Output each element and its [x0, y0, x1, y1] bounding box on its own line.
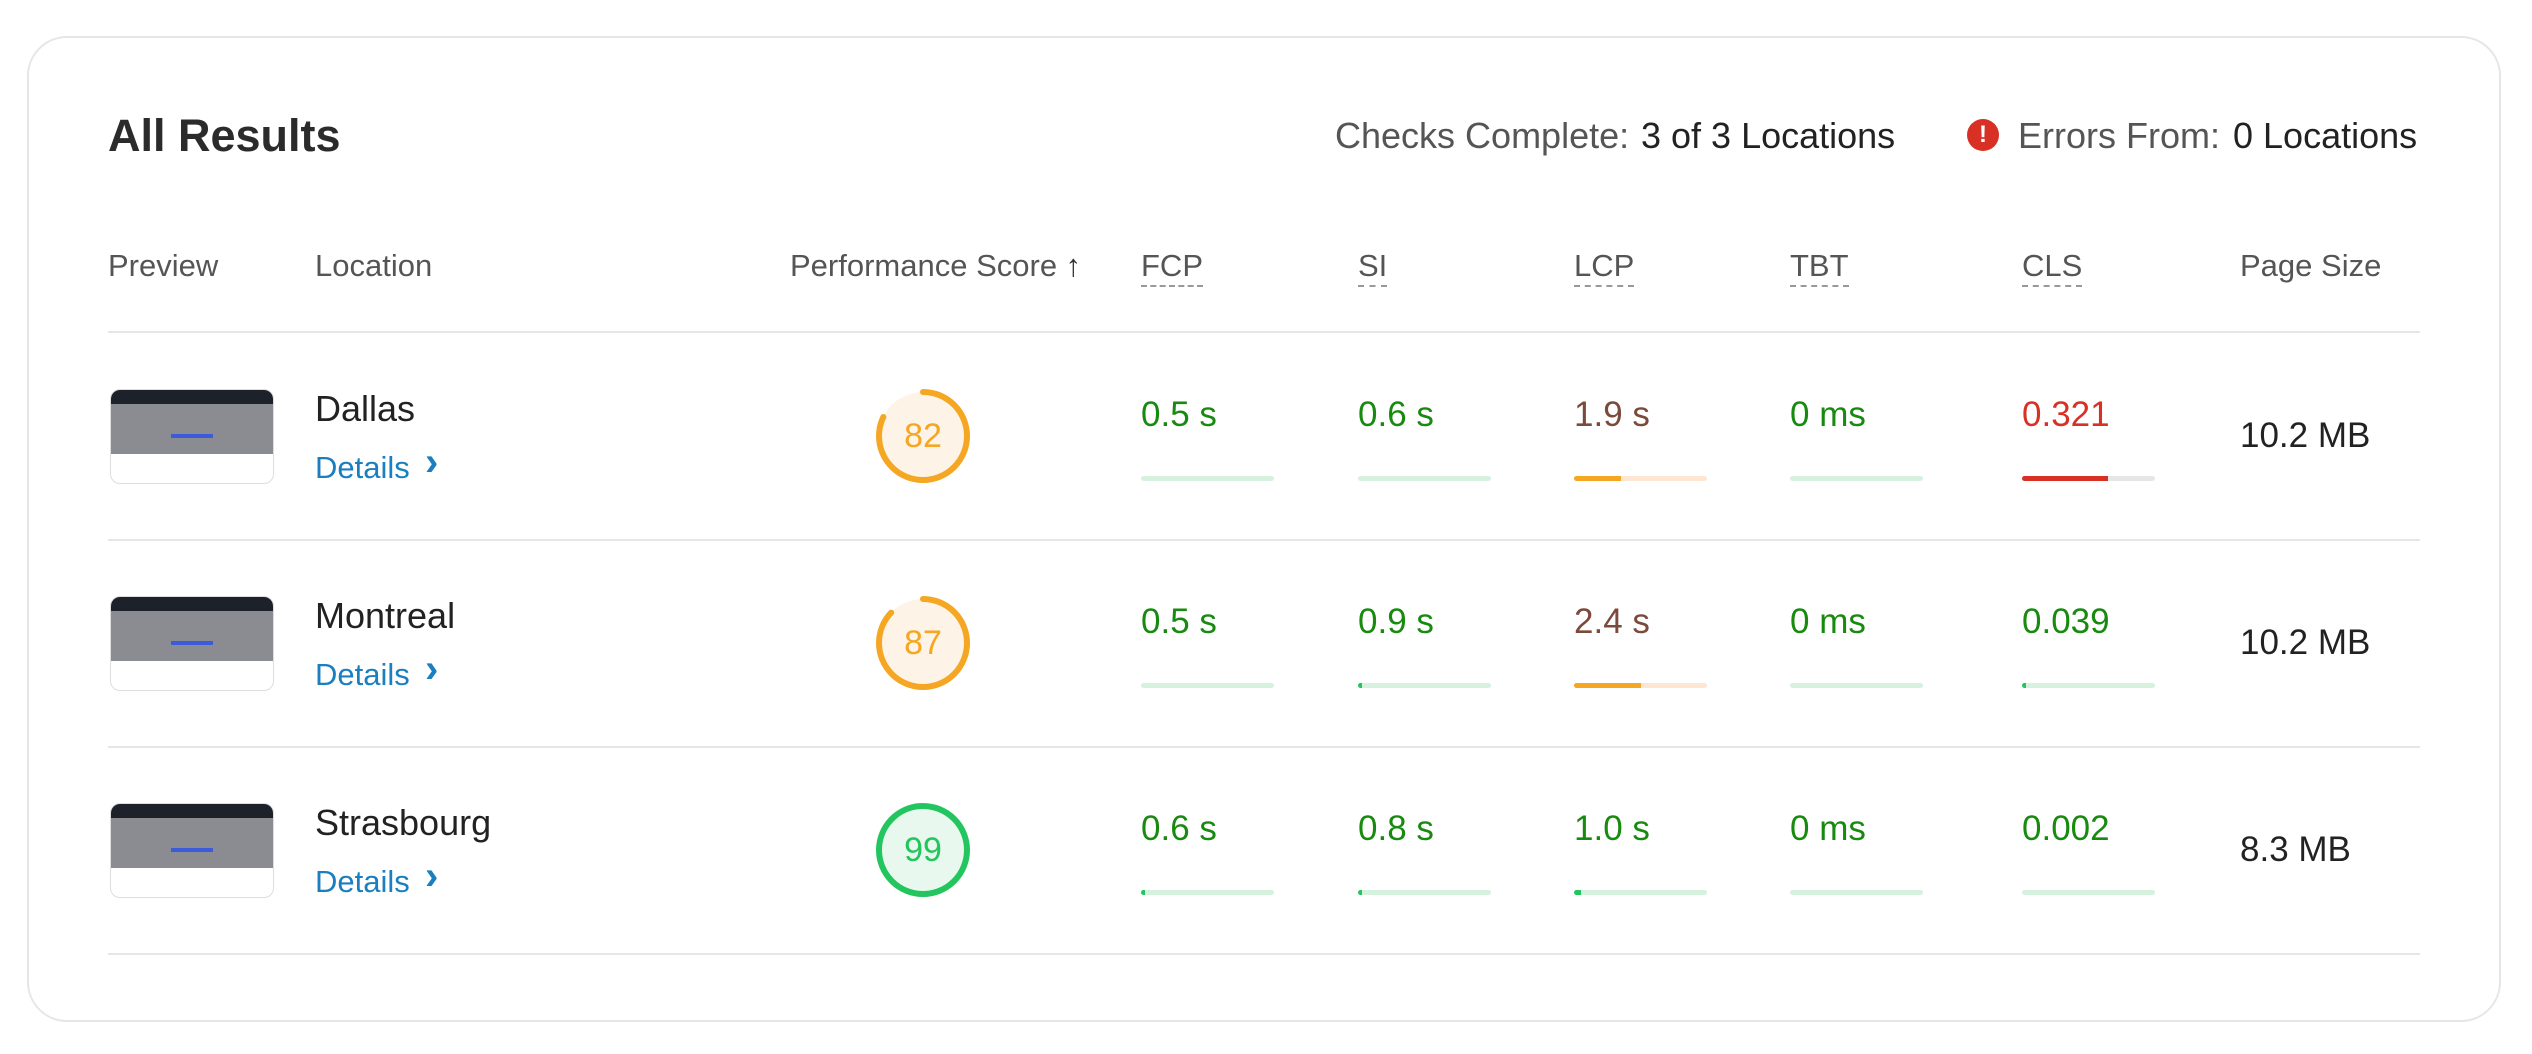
metric-value: 0 ms [1790, 809, 1866, 848]
gauge-bg [879, 599, 967, 687]
preview-thumbnail [110, 389, 274, 484]
metric-value: 0.5 s [1141, 602, 1217, 641]
score-gauge: 87 [876, 596, 970, 690]
preview-thumbnail [110, 596, 274, 691]
title: All Results [108, 110, 341, 161]
metric-value: 0.039 [2022, 602, 2110, 641]
divider [108, 953, 2420, 955]
column-header: Preview [108, 248, 218, 284]
preview-thumbnail [110, 803, 274, 898]
score-gauge: 99 [876, 803, 970, 897]
column-label: Page Size [2240, 248, 2382, 283]
metric-bar [2022, 476, 2155, 481]
column-header: Location [315, 248, 432, 284]
chevron: › [425, 440, 439, 484]
metric-value: 0.6 s [1358, 395, 1434, 434]
gauge-arc [876, 596, 970, 690]
metric-bar [2022, 890, 2155, 895]
metric-value: 1.9 s [1574, 395, 1650, 434]
metric-bar [1358, 476, 1491, 481]
score-value: 87 [904, 624, 942, 662]
column-header: CLS [2022, 248, 2083, 287]
checks-value: 3 of 3 Locations [1641, 115, 1896, 156]
page-size: 10.2 MB [2240, 623, 2371, 662]
metric-bar [1358, 890, 1491, 895]
metric-bar [1574, 683, 1707, 688]
details-link[interactable]: Details [315, 450, 410, 485]
gauge-arc [876, 803, 970, 897]
column-header: FCP [1141, 248, 1203, 287]
score-value: 99 [904, 831, 942, 869]
metric-bar [1141, 683, 1274, 688]
errors-label: Errors From: [2018, 115, 2220, 156]
column-label: Preview [108, 248, 219, 283]
sort-arrow[interactable]: ↑ [1057, 248, 1082, 283]
metric-bar [1141, 476, 1274, 481]
metric-bar [1790, 476, 1923, 481]
column-header: Page Size [2240, 248, 2381, 284]
column-label: SI [1358, 248, 1388, 287]
column-header: SI [1358, 248, 1388, 287]
score-value: 82 [904, 417, 942, 455]
metric-bar [1141, 890, 1274, 895]
location-name: Montreal [315, 595, 456, 636]
metric-value: 0.5 s [1141, 395, 1217, 434]
column-label: CLS [2022, 248, 2083, 287]
metric-bar [1574, 476, 1707, 481]
checks-label: Checks Complete: [1335, 115, 1630, 156]
metric-value: 1.0 s [1574, 809, 1650, 848]
column-label: FCP [1141, 248, 1203, 287]
page-size: 10.2 MB [2240, 416, 2371, 455]
metric-value: 0.8 s [1358, 809, 1434, 848]
location-name: Strasbourg [315, 802, 492, 843]
column-label: Performance Score [790, 248, 1058, 283]
location-name: Dallas [315, 388, 416, 429]
page-size: 8.3 MB [2240, 830, 2351, 869]
divider [108, 331, 2420, 333]
gauge-bg [879, 392, 967, 480]
chevron: › [425, 854, 439, 898]
metric-value: 0 ms [1790, 395, 1866, 434]
metric-value: 0.6 s [1141, 809, 1217, 848]
gauge-arc [876, 389, 970, 483]
score-gauge: 82 [876, 389, 970, 483]
divider [108, 539, 2420, 541]
metric-bar [2022, 683, 2155, 688]
metric-value: 0.002 [2022, 809, 2110, 848]
results-card [27, 36, 2501, 1022]
metric-value: 2.4 s [1574, 602, 1650, 641]
metric-bar [1790, 890, 1923, 895]
metric-value: 0 ms [1790, 602, 1866, 641]
metric-value: 0.9 s [1358, 602, 1434, 641]
errors-value: 0 Locations [2233, 115, 2418, 156]
metric-bar [1790, 683, 1923, 688]
metric-bar [1358, 683, 1491, 688]
column-label: Location [315, 248, 433, 283]
metric-value: 0.321 [2022, 395, 2110, 434]
column-header: Performance Score ↑ [790, 248, 1081, 284]
column-label: TBT [1790, 248, 1849, 287]
chevron: › [425, 647, 439, 691]
column-label: LCP [1574, 248, 1635, 287]
gauge-bg [879, 806, 967, 894]
details-link[interactable]: Details [315, 864, 410, 899]
metric-bar [1574, 890, 1707, 895]
details-link[interactable]: Details [315, 657, 410, 692]
column-header: LCP [1574, 248, 1635, 287]
error-icon: ! [1967, 119, 1999, 151]
column-header: TBT [1790, 248, 1849, 287]
divider [108, 746, 2420, 748]
